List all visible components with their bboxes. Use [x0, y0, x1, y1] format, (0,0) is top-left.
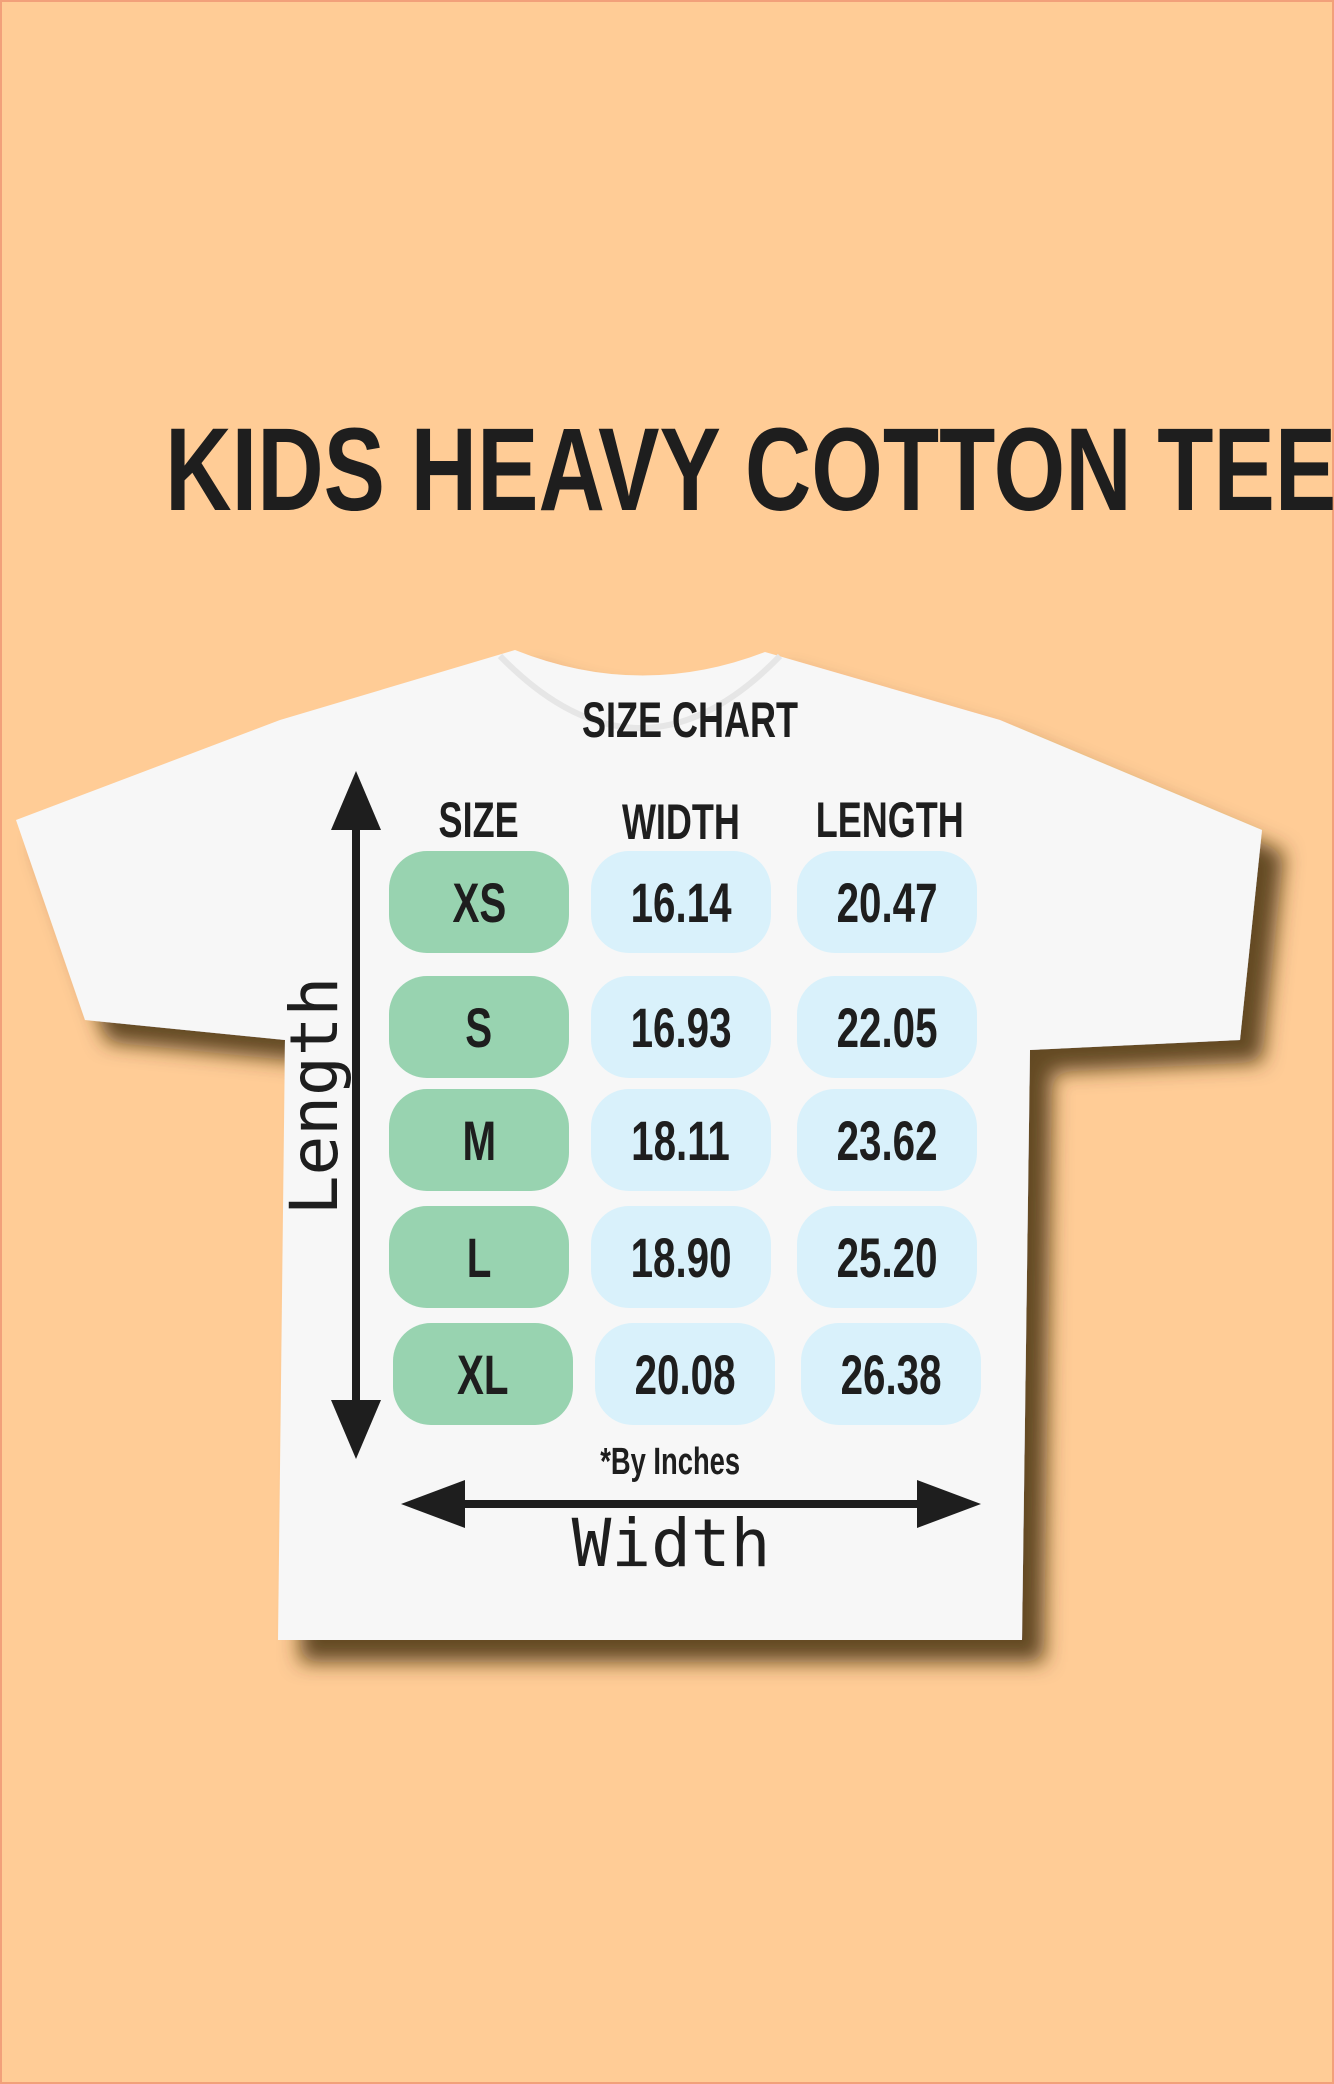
length-value: 22.05	[836, 995, 938, 1059]
size-value: M	[462, 1108, 496, 1172]
width-arrow	[401, 1480, 981, 1528]
width-cell: 20.08	[595, 1323, 775, 1425]
length-value: 26.38	[840, 1342, 942, 1406]
length-label: Length	[276, 976, 353, 1216]
size-chart-heading: SIZE CHART	[582, 692, 798, 748]
length-cell: 23.62	[797, 1089, 977, 1191]
size-value: XS	[452, 870, 506, 934]
width-value: 18.11	[631, 1108, 731, 1172]
width-value: 16.93	[630, 995, 732, 1059]
length-arrow	[331, 771, 381, 1459]
size-cell: L	[389, 1206, 569, 1308]
length-value: 20.47	[836, 870, 938, 934]
width-cell: 18.90	[591, 1206, 771, 1308]
size-value: XL	[457, 1342, 509, 1406]
size-cell: XS	[389, 851, 569, 953]
length-value: 25.20	[836, 1225, 938, 1289]
length-cell: 22.05	[797, 976, 977, 1078]
size-value: S	[465, 995, 493, 1059]
length-cell: 20.47	[797, 851, 977, 953]
size-value: L	[466, 1225, 492, 1289]
width-cell: 18.11	[591, 1089, 771, 1191]
width-value: 16.14	[630, 870, 732, 934]
column-header-width: WIDTH	[622, 794, 740, 850]
length-cell: 26.38	[801, 1323, 981, 1425]
width-value: 18.90	[630, 1225, 732, 1289]
page-title: KIDS HEAVY COTTON TEE	[165, 404, 1334, 536]
size-cell: XL	[393, 1323, 573, 1425]
width-value: 20.08	[634, 1342, 736, 1406]
units-note: *By Inches	[600, 1441, 740, 1483]
length-cell: 25.20	[797, 1206, 977, 1308]
width-label: Width	[571, 1505, 771, 1582]
size-cell: M	[389, 1089, 569, 1191]
column-header-length: LENGTH	[815, 792, 964, 848]
column-header-size: SIZE	[438, 792, 520, 848]
width-cell: 16.14	[591, 851, 771, 953]
size-cell: S	[389, 976, 569, 1078]
length-value: 23.62	[836, 1108, 938, 1172]
width-cell: 16.93	[591, 976, 771, 1078]
